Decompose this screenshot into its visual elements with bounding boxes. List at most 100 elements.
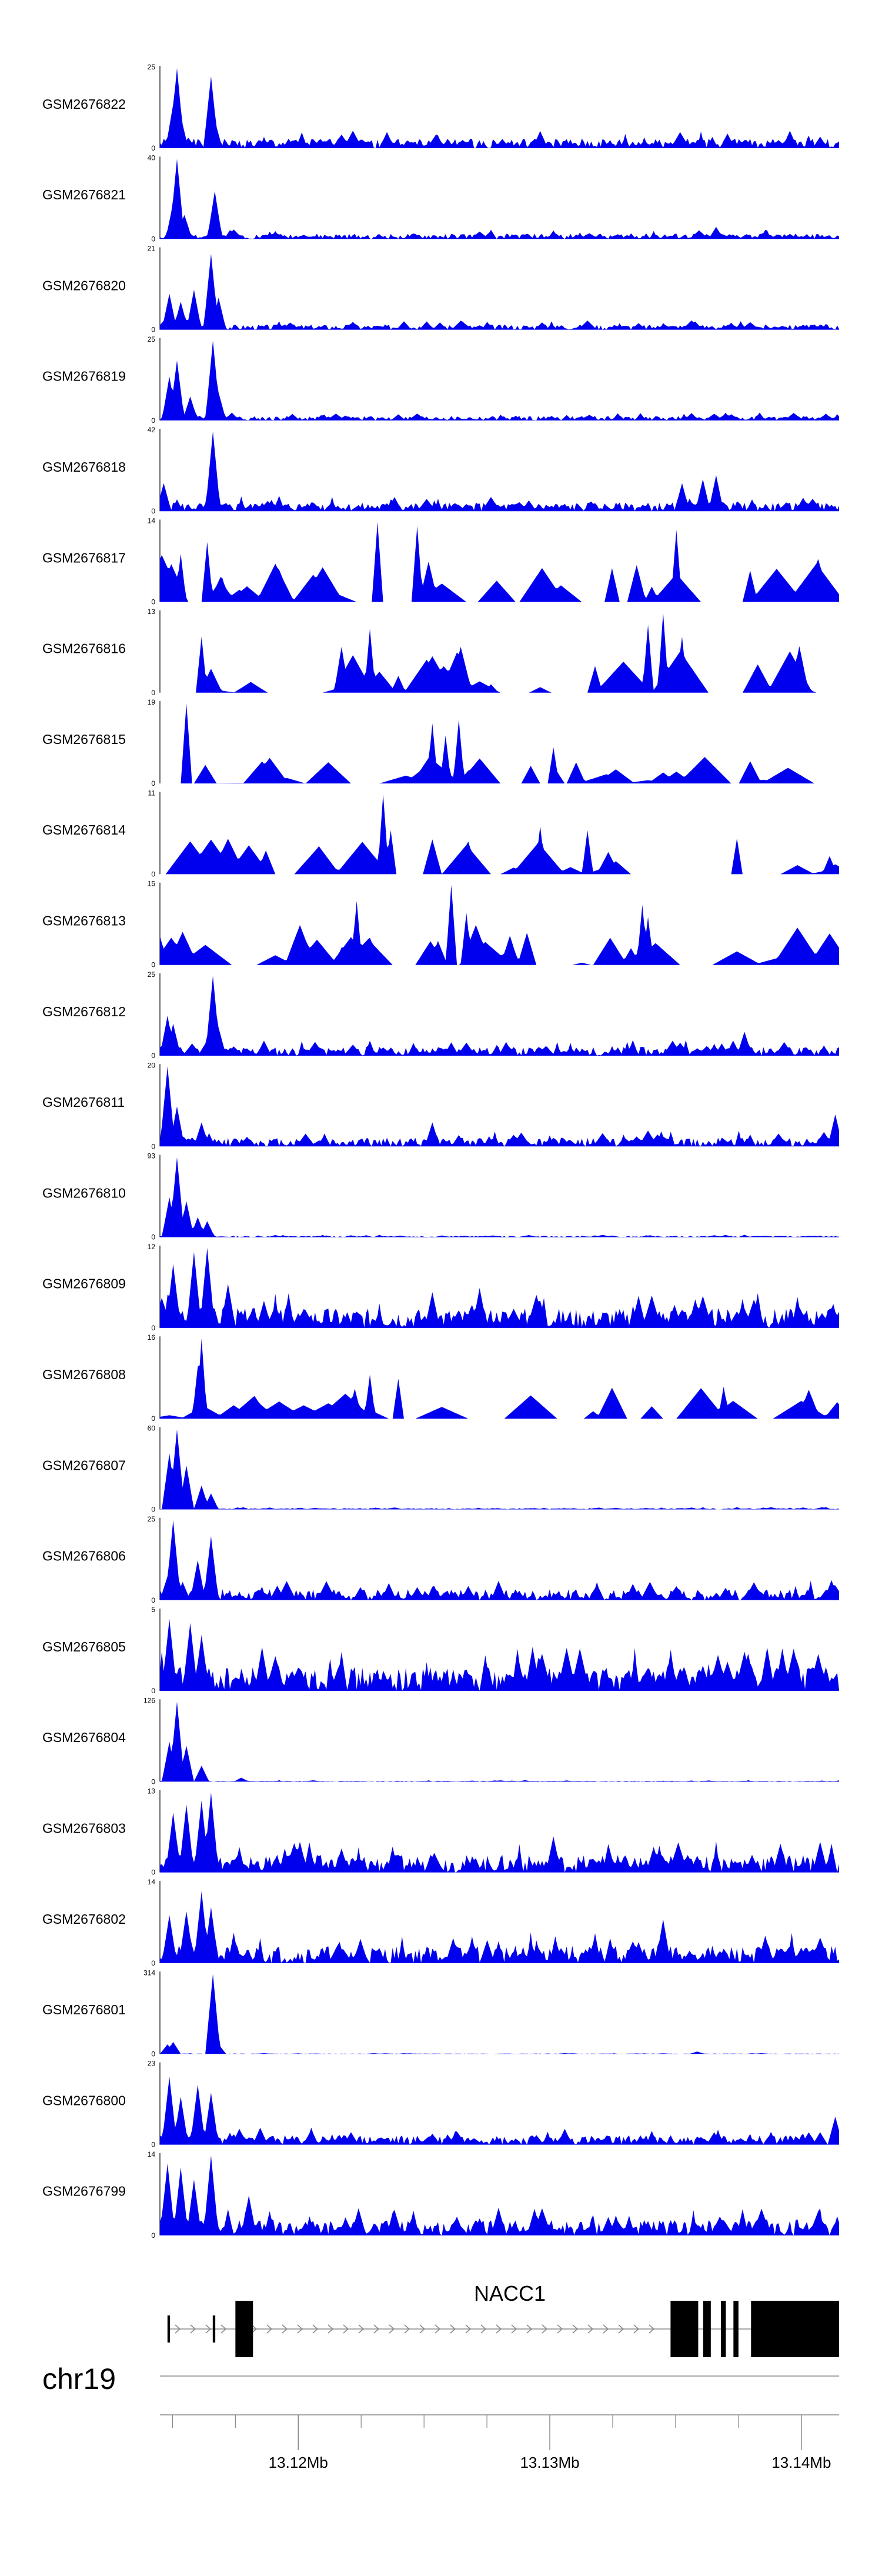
track-label: GSM2676815 (42, 732, 126, 747)
strand-arrow (496, 2324, 502, 2334)
strand-arrow (297, 2324, 303, 2334)
track-GSM2676803: GSM2676803 13 0 (42, 1787, 839, 1877)
y-min-tick-label: 0 (151, 1414, 155, 1423)
track-GSM2676812: GSM2676812 25 0 (42, 970, 839, 1060)
y-max-tick-label: 14 (148, 517, 156, 525)
track-GSM2676822: GSM2676822 25 0 (42, 63, 839, 152)
track-GSM2676802: GSM2676802 14 0 (42, 1878, 839, 1967)
y-max-tick-label: 19 (148, 698, 156, 706)
track-label: GSM2676822 (42, 96, 126, 112)
track-label: GSM2676806 (42, 1549, 126, 1564)
y-min-tick-label: 0 (151, 1324, 155, 1332)
track-GSM2676817: GSM2676817 14 0 (42, 517, 839, 606)
exon-block (751, 2301, 839, 2357)
coverage-area (160, 1520, 839, 1600)
exon-block (703, 2301, 711, 2357)
exon-block (235, 2301, 253, 2357)
strand-arrow (511, 2324, 517, 2334)
strand-arrow (205, 2324, 212, 2334)
coverage-area (160, 68, 839, 148)
coverage-area (160, 2077, 839, 2145)
strand-arrow (389, 2324, 395, 2334)
track-label: GSM2676803 (42, 1821, 126, 1836)
track-label: GSM2676801 (42, 2002, 126, 2017)
coverage-area (160, 2155, 839, 2235)
y-max-tick-label: 21 (148, 245, 156, 253)
coverage-area (160, 431, 839, 512)
track-GSM2676813: GSM2676813 15 0 (42, 880, 839, 969)
exon-block (212, 2315, 216, 2343)
exon-block (733, 2301, 739, 2357)
strand-arrow (450, 2324, 456, 2334)
y-min-tick-label: 0 (151, 1777, 155, 1786)
strand-arrow (251, 2324, 258, 2334)
strand-arrow (603, 2324, 609, 2334)
coverage-area (160, 612, 839, 693)
y-max-tick-label: 42 (148, 426, 156, 434)
strand-arrow (480, 2324, 487, 2334)
track-GSM2676801: GSM2676801 314 0 (42, 1968, 839, 2058)
track-GSM2676818: GSM2676818 42 0 (42, 426, 839, 515)
chromosome-label: chr19 (42, 2363, 116, 2395)
exon-block (670, 2301, 699, 2357)
strand-arrow (175, 2324, 181, 2334)
coverage-area (160, 1157, 839, 1237)
track-label: GSM2676814 (42, 822, 126, 837)
y-min-tick-label: 0 (151, 416, 155, 425)
strand-arrow (526, 2324, 533, 2334)
axis-tick-label: 13.13Mb (520, 2454, 579, 2471)
gene-track: NACC1 (167, 2281, 839, 2357)
track-GSM2676808: GSM2676808 16 0 (42, 1333, 839, 1423)
strand-arrow (190, 2324, 196, 2334)
y-max-tick-label: 25 (148, 970, 156, 979)
track-GSM2676811: GSM2676811 20 0 (42, 1061, 839, 1150)
genome-axis: chr19 13.12Mb 13.13Mb 13.14Mb (42, 2363, 839, 2471)
y-max-tick-label: 93 (148, 1152, 156, 1160)
y-max-tick-label: 12 (148, 1243, 156, 1251)
track-label: GSM2676816 (42, 641, 126, 656)
y-max-tick-label: 314 (143, 1968, 155, 1977)
track-GSM2676820: GSM2676820 21 0 (42, 245, 839, 334)
y-min-tick-label: 0 (151, 1506, 155, 1514)
y-min-tick-label: 0 (151, 235, 155, 243)
track-GSM2676816: GSM2676816 13 0 (42, 608, 839, 697)
strand-arrow (557, 2324, 563, 2334)
track-GSM2676800: GSM2676800 23 0 (42, 2060, 839, 2149)
strand-arrow (587, 2324, 594, 2334)
track-GSM2676806: GSM2676806 25 0 (42, 1515, 839, 1604)
y-max-tick-label: 13 (148, 608, 156, 616)
track-label: GSM2676805 (42, 1639, 126, 1654)
strand-arrow (312, 2324, 319, 2334)
y-max-tick-label: 23 (148, 2060, 156, 2068)
coverage-area (160, 1619, 839, 1691)
y-max-tick-label: 13 (148, 1787, 156, 1796)
strand-arrow (266, 2324, 273, 2334)
y-min-tick-label: 0 (151, 1959, 155, 1967)
axis-tick-label: 13.14Mb (771, 2454, 831, 2471)
strand-arrow (542, 2324, 548, 2334)
track-GSM2676799: GSM2676799 14 0 (42, 2150, 839, 2240)
track-label: GSM2676808 (42, 1367, 126, 1382)
y-min-tick-label: 0 (151, 507, 155, 515)
coverage-area (160, 159, 839, 239)
gene-label-nacc1: NACC1 (474, 2281, 546, 2305)
track-GSM2676809: GSM2676809 12 0 (42, 1243, 839, 1332)
coverage-area (160, 885, 839, 965)
y-min-tick-label: 0 (151, 1052, 155, 1060)
y-min-tick-label: 0 (151, 326, 155, 334)
y-min-tick-label: 0 (151, 870, 155, 878)
coverage-area (160, 1247, 839, 1328)
y-min-tick-label: 0 (151, 689, 155, 697)
y-min-tick-label: 0 (151, 1596, 155, 1604)
coverage-area (160, 1891, 839, 1963)
track-GSM2676810: GSM2676810 93 0 (42, 1152, 839, 1242)
y-max-tick-label: 16 (148, 1333, 156, 1342)
strand-arrow (373, 2324, 380, 2334)
y-max-tick-label: 25 (148, 63, 156, 71)
y-max-tick-label: 126 (143, 1696, 155, 1704)
strand-arrow (404, 2324, 410, 2334)
exon-block (720, 2301, 726, 2357)
track-label: GSM2676799 (42, 2184, 126, 2199)
exon-block (167, 2315, 171, 2343)
y-min-tick-label: 0 (151, 1868, 155, 1877)
